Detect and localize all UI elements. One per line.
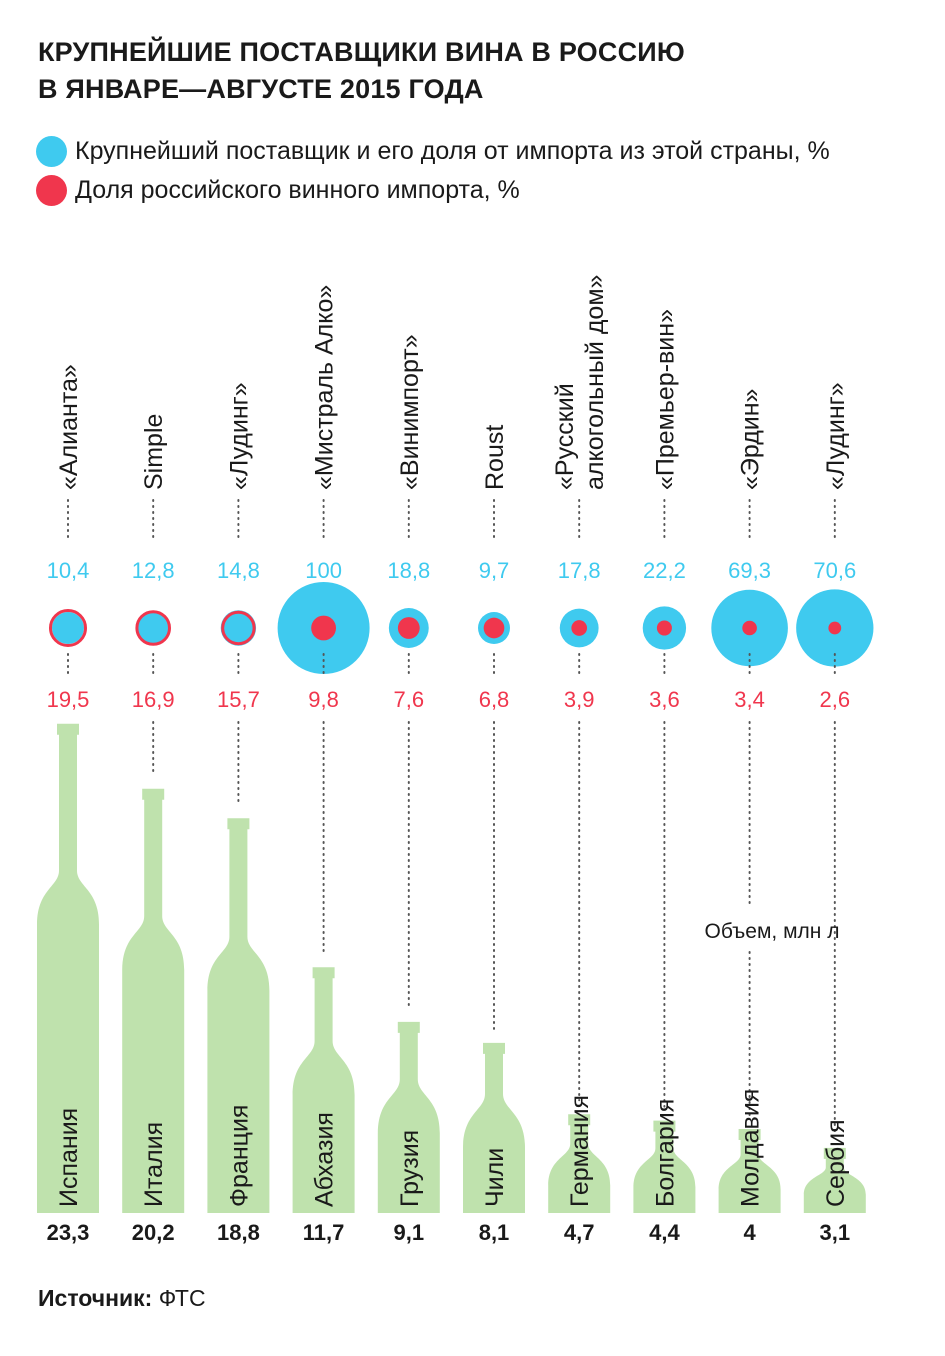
supplier-share-label-col-2: 12,8: [132, 558, 175, 583]
supplier-name-line: «Алианта»: [55, 364, 83, 490]
country-label-col-6: Чили: [481, 1148, 509, 1207]
source-note: Источник: ФТС: [38, 1285, 206, 1312]
volume-label-col-9: 4: [743, 1220, 756, 1245]
supplier-share-label-col-5: 18,8: [387, 558, 430, 583]
supplier-name-line: Roust: [481, 425, 509, 490]
import-share-label-col-8: 3,6: [649, 687, 680, 712]
import-share-label-col-4: 9,8: [308, 687, 339, 712]
import-share-label-col-3: 15,7: [217, 687, 260, 712]
import-share-circle-col-10: [828, 621, 842, 635]
source-label: Источник:: [38, 1285, 153, 1311]
supplier-name-line: «Мистраль Алко»: [311, 285, 339, 490]
import-share-circle-col-6: [483, 617, 505, 639]
country-label-col-1: Испания: [55, 1108, 83, 1207]
volume-bottle-col-9: [718, 1129, 781, 1213]
import-share-circle-col-8: [656, 620, 672, 636]
country-label-col-4: Абхазия: [311, 1112, 339, 1207]
supplier-name-line: «Лудинг»: [822, 382, 850, 490]
supplier-name-col-10: «Лудинг»: [822, 382, 850, 490]
supplier-share-label-col-1: 10,4: [47, 558, 90, 583]
country-label-col-5: Грузия: [396, 1130, 424, 1207]
chart-title: КРУПНЕЙШИЕ ПОСТАВЩИКИ ВИНА В РОССИЮ В ЯН…: [38, 34, 685, 108]
import-share-label-col-1: 19,5: [47, 687, 90, 712]
volume-label-col-8: 4,4: [649, 1220, 680, 1245]
supplier-share-circle-col-1: [52, 612, 84, 644]
country-label-col-3: Франция: [225, 1105, 253, 1207]
volume-label-col-4: 11,7: [303, 1220, 345, 1245]
legend-label-import-share: Доля российского винного импорта, %: [75, 176, 520, 204]
supplier-name-col-7: «Русский алкогольный дом»: [551, 275, 609, 490]
supplier-name-line: «Эрдин»: [737, 389, 765, 490]
volume-label-col-2: 20,2: [132, 1220, 175, 1245]
supplier-name-col-6: Roust: [481, 425, 509, 490]
import-share-label-col-6: 6,8: [479, 687, 510, 712]
chart-title-line-2: В ЯНВАРЕ—АВГУСТЕ 2015 ГОДА: [38, 74, 484, 104]
supplier-share-label-col-3: 14,8: [217, 558, 260, 583]
volume-label-col-1: 23,3: [47, 1220, 90, 1245]
volume-label-col-7: 4,7: [564, 1220, 595, 1245]
supplier-name-col-1: «Алианта»: [55, 364, 83, 490]
supplier-share-label-col-7: 17,8: [558, 558, 601, 583]
volume-label-col-6: 8,1: [479, 1220, 510, 1245]
import-share-circle-col-1: [49, 609, 87, 647]
volume-label-col-3: 18,8: [217, 1220, 260, 1245]
supplier-name-line: Simple: [140, 414, 168, 490]
legend-item-import-share: Доля российского винного импорта, %: [36, 175, 520, 206]
import-share-circle-col-4: [311, 615, 337, 641]
supplier-name-col-5: «Винимпорт»: [396, 334, 424, 490]
volume-bottle-col-6: [463, 1042, 525, 1213]
supplier-name-line: «Винимпорт»: [396, 334, 424, 490]
supplier-name-col-2: Simple: [140, 414, 168, 490]
volume-bottle-col-3: [207, 818, 270, 1213]
import-share-label-col-2: 16,9: [132, 687, 175, 712]
supplier-name-col-4: «Мистраль Алко»: [311, 285, 339, 490]
supplier-share-label-col-10: 70,6: [813, 558, 856, 583]
country-label-col-10: Сербия: [822, 1119, 850, 1207]
volume-label-col-5: 9,1: [394, 1220, 425, 1245]
import-share-label-col-9: 3,4: [734, 687, 765, 712]
legend-swatch-blue: [36, 136, 67, 167]
supplier-name-line: алкогольный дом»: [581, 275, 609, 490]
supplier-share-circle-col-3: [220, 610, 257, 646]
import-share-circle-col-9: [742, 620, 757, 636]
source-value: ФТС: [158, 1285, 206, 1311]
import-share-label-col-10: 2,6: [820, 687, 851, 712]
legend-item-supplier: Крупнейший поставщик и его доля от импор…: [36, 136, 830, 167]
supplier-name-col-3: «Лудинг»: [225, 382, 253, 490]
volume-bottle-col-1: [37, 723, 99, 1213]
supplier-name-line: «Русский: [551, 383, 579, 490]
country-label-col-8: Болгария: [651, 1099, 679, 1207]
volume-bottle-col-5: [377, 1021, 440, 1213]
import-share-circle-col-7: [571, 620, 588, 636]
volume-bottle-col-8: [633, 1120, 696, 1213]
volume-bottle-col-7: [548, 1114, 611, 1213]
volume-label-col-10: 3,1: [820, 1220, 851, 1245]
supplier-name-line: «Лудинг»: [225, 382, 253, 490]
import-share-circle-col-3: [221, 610, 256, 646]
import-share-circle-col-2: [135, 610, 171, 646]
volume-axis-label: Объем, млн л: [705, 920, 840, 943]
import-share-circle-col-5: [397, 617, 420, 639]
legend-label-supplier: Крупнейший поставщик и его доля от импор…: [75, 137, 830, 165]
volume-bottle-col-10: [803, 1147, 866, 1213]
supplier-share-label-col-8: 22,2: [643, 558, 686, 583]
legend-swatch-red: [36, 175, 67, 206]
supplier-share-label-col-9: 69,3: [728, 558, 771, 583]
country-label-col-7: Германия: [566, 1095, 594, 1207]
supplier-share-label-col-4: 100: [305, 558, 342, 583]
import-share-label-col-5: 7,6: [394, 687, 425, 712]
supplier-name-line: «Премьер-вин»: [651, 309, 679, 490]
supplier-share-circle-col-2: [136, 611, 170, 645]
import-share-label-col-7: 3,9: [564, 687, 595, 712]
supplier-share-label-col-6: 9,7: [479, 558, 510, 583]
volume-bottle-col-4: [292, 967, 355, 1213]
volume-bottle-col-2: [122, 788, 185, 1213]
chart-title-line-1: КРУПНЕЙШИЕ ПОСТАВЩИКИ ВИНА В РОССИЮ: [38, 37, 685, 67]
supplier-name-col-8: «Премьер-вин»: [651, 309, 679, 490]
supplier-name-col-9: «Эрдин»: [737, 389, 765, 490]
country-label-col-2: Италия: [140, 1122, 168, 1207]
country-label-col-9: Молдавия: [737, 1089, 765, 1207]
